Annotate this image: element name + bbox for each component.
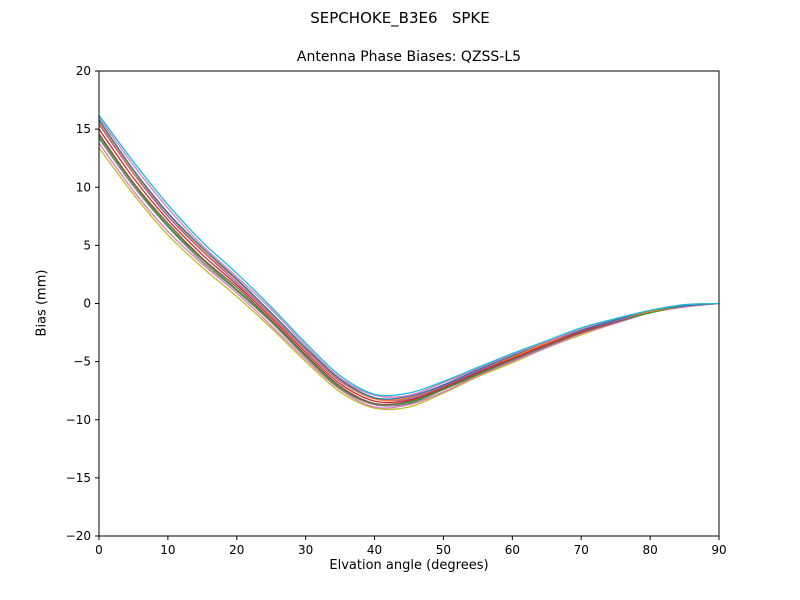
- axes-title: Antenna Phase Biases: QZSS-L5: [296, 49, 522, 65]
- x-tick-label: 60: [505, 543, 520, 557]
- series-line-line-05: [98, 133, 720, 406]
- x-tick-label: 50: [436, 543, 451, 557]
- y-tick-label: −5: [73, 355, 91, 369]
- series-line-line-01: [98, 147, 720, 411]
- series-line-line-07: [98, 124, 720, 402]
- x-tick-label: 30: [298, 543, 313, 557]
- y-tick-label: 15: [76, 122, 91, 136]
- x-tick-label: 70: [574, 543, 589, 557]
- series-line-line-11: [98, 114, 720, 397]
- series-line-line-08: [98, 121, 720, 401]
- axes-frame: [98, 70, 720, 537]
- series-line-line-03: [98, 138, 720, 407]
- series-line-line-06: [98, 128, 720, 404]
- y-tick-label: −20: [66, 529, 91, 543]
- x-tick-label: 90: [711, 543, 726, 557]
- figure-suptitle: SEPCHOKE_B3E6 SPKE: [310, 9, 490, 27]
- x-tick-label: 40: [367, 543, 382, 557]
- y-tick-label: −15: [66, 471, 91, 485]
- x-tick-label: 10: [160, 543, 175, 557]
- series-line-line-09: [98, 119, 720, 400]
- y-tick-label: −10: [66, 413, 91, 427]
- series-line-line-02: [98, 142, 720, 409]
- y-tick-label: 0: [83, 297, 91, 311]
- x-tick-label: 0: [95, 543, 103, 557]
- y-tick-label: 20: [76, 64, 91, 78]
- x-tick-label: 80: [642, 543, 657, 557]
- x-tick-label: 20: [229, 543, 244, 557]
- series-line-line-04: [98, 135, 720, 406]
- y-tick-label: 5: [83, 238, 91, 252]
- y-tick-label: 10: [76, 180, 91, 194]
- x-axis-label: Elvation angle (degrees): [329, 558, 489, 573]
